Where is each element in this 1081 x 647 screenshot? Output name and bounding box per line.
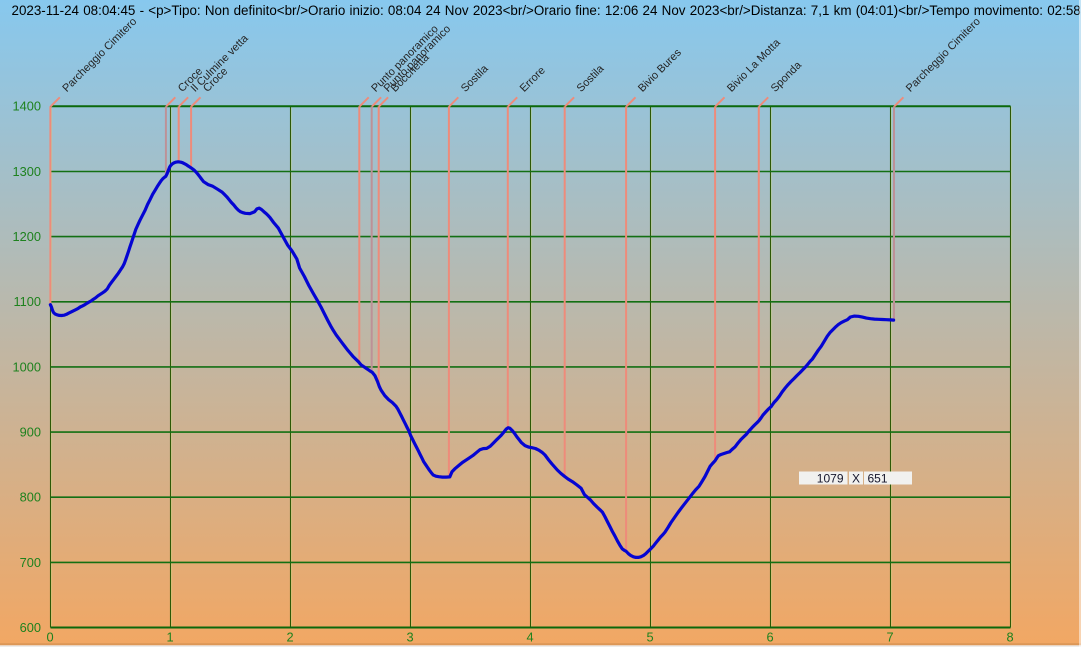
svg-text:1000: 1000 [13, 359, 41, 374]
svg-text:1: 1 [166, 629, 173, 644]
svg-text:3: 3 [406, 629, 413, 644]
svg-text:X: X [852, 471, 860, 485]
svg-text:900: 900 [20, 425, 41, 440]
svg-text:Il Culmine vetta: Il Culmine vetta [189, 32, 252, 95]
svg-text:Sostila: Sostila [459, 62, 491, 94]
svg-text:1100: 1100 [13, 294, 41, 309]
svg-text:Errore: Errore [518, 65, 548, 95]
svg-text:4: 4 [526, 629, 533, 644]
svg-text:Parcheggio Cimitero: Parcheggio Cimitero [904, 16, 983, 95]
svg-text:1400: 1400 [13, 99, 41, 114]
svg-text:800: 800 [20, 490, 41, 505]
svg-text:600: 600 [20, 620, 41, 635]
svg-text:1200: 1200 [13, 229, 41, 244]
svg-text:2023-11-24 08:04:45 - <p>Tipo:: 2023-11-24 08:04:45 - <p>Tipo: Non defin… [12, 3, 1081, 18]
svg-text:Bivio Bures: Bivio Bures [636, 46, 684, 94]
svg-text:8: 8 [1006, 629, 1013, 644]
svg-text:651: 651 [868, 471, 888, 485]
svg-text:Sponda: Sponda [769, 59, 805, 95]
svg-text:Parcheggio Cimitero: Parcheggio Cimitero [60, 16, 139, 95]
svg-text:Sostila: Sostila [575, 62, 607, 94]
svg-text:700: 700 [20, 555, 41, 570]
svg-text:0: 0 [46, 629, 53, 644]
svg-text:2: 2 [286, 629, 293, 644]
svg-text:7: 7 [886, 629, 893, 644]
svg-text:5: 5 [646, 629, 653, 644]
svg-text:6: 6 [766, 629, 773, 644]
svg-text:1300: 1300 [13, 164, 41, 179]
svg-text:1079: 1079 [817, 471, 844, 485]
